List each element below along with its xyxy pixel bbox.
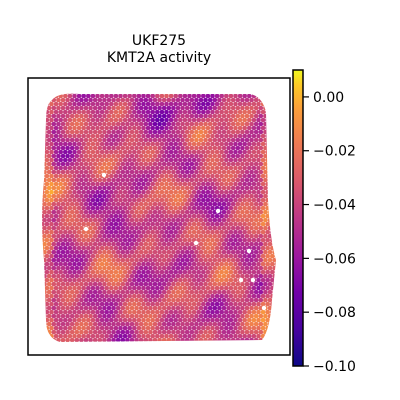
colorbar-tick-label: −0.04 [313,198,356,214]
colorbar-tick-label: 0.00 [313,90,344,106]
blank-spot [101,172,107,178]
colorbar-tick-label: −0.08 [313,305,356,321]
blank-spot [238,277,244,283]
blank-spot [83,226,89,232]
blank-spots [83,172,267,311]
colorbar-ticks: 0.00 −0.02 −0.04 −0.06 −0.08 −0.10 [303,90,356,375]
blank-spot [261,305,267,311]
heatmap-spots [42,93,276,342]
colorbar-tick-label: −0.10 [313,359,356,375]
colorbar-tick-label: −0.06 [313,251,356,267]
blank-spot [250,277,256,283]
axes-frame [27,77,291,356]
blank-spot [215,208,221,214]
chart-title-line-2: KMT2A activity [107,50,211,66]
blank-spot [193,240,199,246]
colorbar [292,69,304,367]
tissue-heatmap [42,93,276,342]
colorbar-tick-label: −0.02 [313,144,356,160]
chart-title-line-1: UKF275 [132,33,186,49]
blank-spot [246,248,252,254]
